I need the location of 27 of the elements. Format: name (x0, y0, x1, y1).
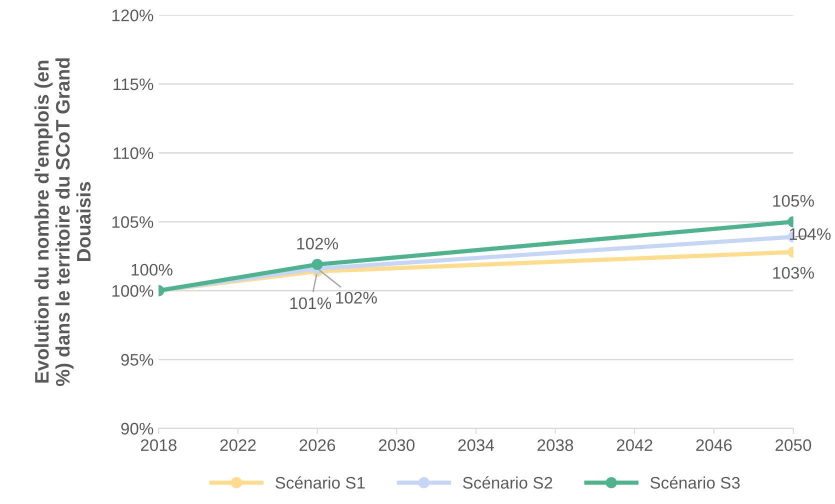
data-label: 105% (773, 194, 814, 207)
x-tick-label: 2018 (140, 439, 176, 452)
x-tick-label: 2026 (300, 439, 336, 452)
legend-label: Scénario S1 (276, 476, 365, 489)
data-label: 102% (297, 238, 338, 250)
x-tick-label: 2046 (696, 439, 732, 452)
y-tick-label: 100% (112, 285, 154, 297)
y-axis-title: Evolution du nombre d'emplois (en %) dans le territoire du SCoT Grand Douaisis (34, 58, 91, 386)
x-tick-label: 2034 (458, 439, 494, 452)
y-tick-label: 120% (112, 10, 154, 22)
y-tick-label: 110% (114, 147, 154, 160)
data-label: 102% (336, 292, 377, 304)
y-tick-label: 90% (121, 422, 154, 435)
data-label: 104% (790, 228, 831, 240)
legend-label: Scénario S3 (650, 476, 740, 489)
y-tick-label: 105% (112, 216, 154, 228)
x-tick-label: 2050 (776, 439, 812, 452)
legend-label: Scénario S2 (462, 476, 552, 489)
y-tick-label: 115% (114, 78, 154, 90)
x-tick-label: 2022 (220, 439, 256, 452)
data-label: 103% (773, 266, 814, 279)
y-tick-label: 95% (121, 354, 154, 366)
data-label: 100% (132, 264, 172, 276)
x-tick-label: 2030 (378, 439, 415, 452)
x-tick-label: 2038 (538, 439, 574, 452)
x-tick-label: 2042 (616, 439, 652, 452)
data-label: 101% (290, 297, 332, 310)
